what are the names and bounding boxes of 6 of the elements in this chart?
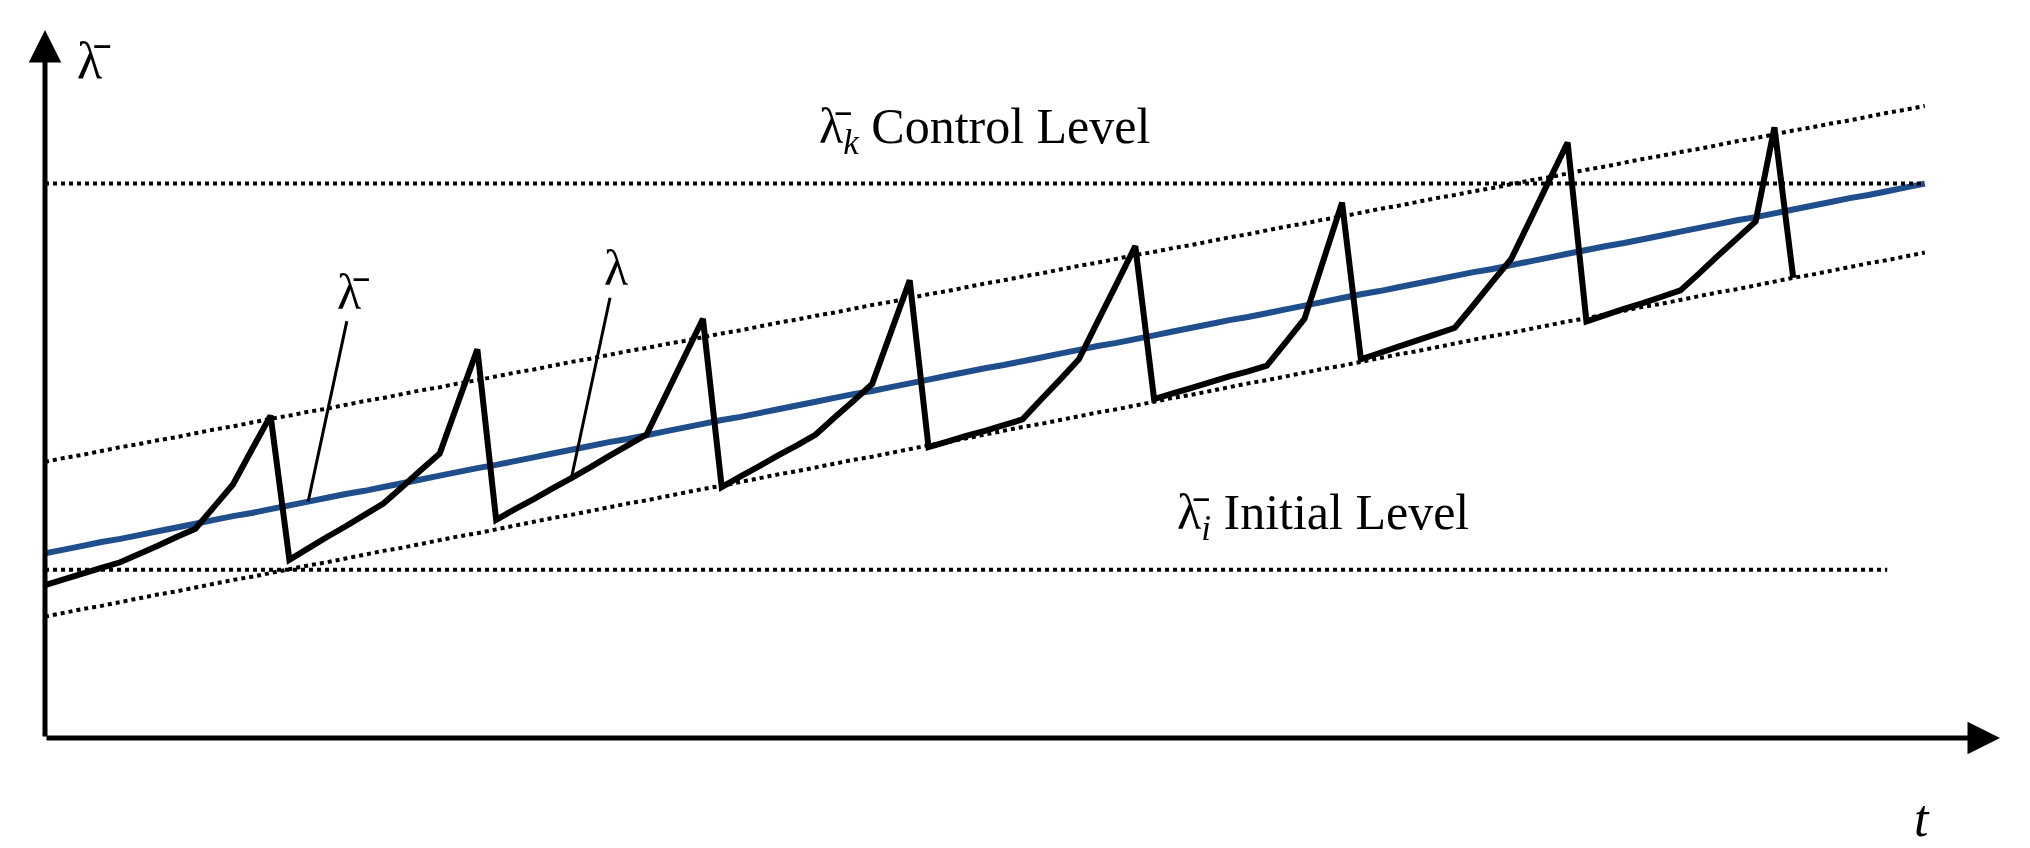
ref-line-label: λ̄$_{k}$ Control Level — [819, 98, 1151, 162]
annotation: λ̄ — [337, 264, 370, 320]
ref-line-label: λ̄$_{i}$ Initial Level — [1177, 484, 1470, 548]
x-axis-title: t — [1914, 790, 1930, 847]
y-axis-title: λ̄ — [77, 32, 111, 89]
annotation: λ — [604, 240, 629, 296]
